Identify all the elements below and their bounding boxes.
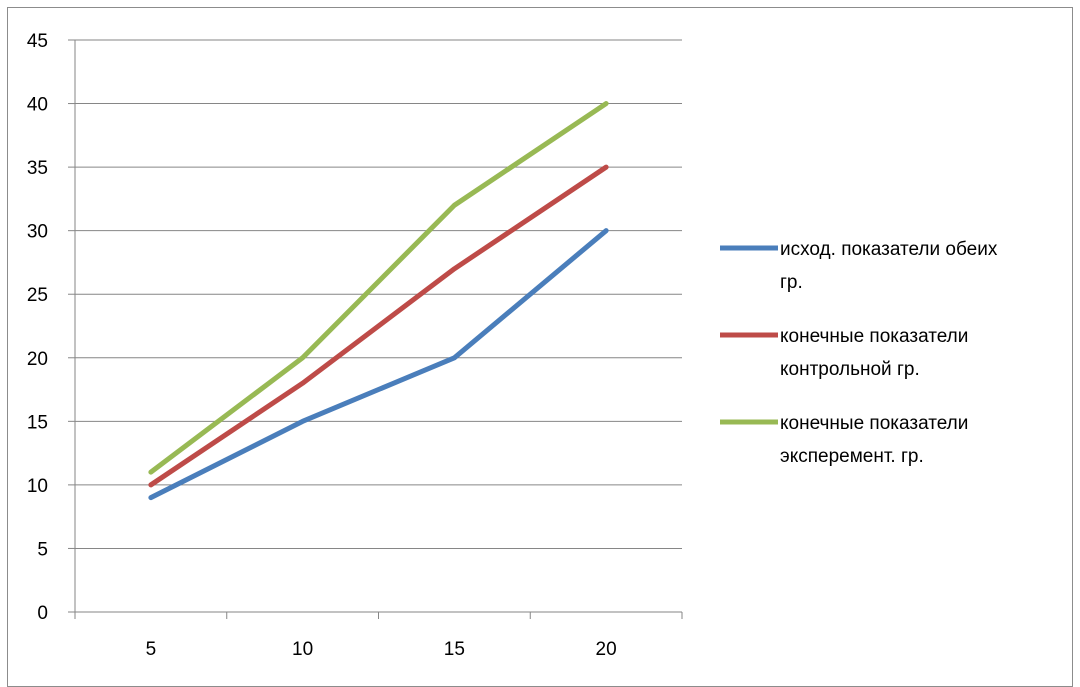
y-tick-label: 40	[27, 95, 48, 116]
x-tick-label: 10	[292, 639, 313, 660]
legend-label: контрольной гр.	[780, 359, 920, 380]
y-tick-label: 5	[37, 539, 48, 560]
x-tick-label: 20	[596, 639, 617, 660]
y-tick-label: 10	[27, 476, 48, 497]
legend-label: конечные показатели	[780, 413, 968, 434]
legend-label: исход. показатели обеих	[780, 239, 998, 260]
y-tick-label: 15	[27, 412, 48, 433]
series-line-1	[148, 228, 609, 501]
legend-label: конечные показатели	[780, 326, 968, 347]
y-tick-label: 0	[37, 603, 48, 624]
series-lines	[148, 101, 609, 501]
series-line-2	[148, 164, 609, 488]
y-tick-label: 35	[27, 158, 48, 179]
y-tick-label: 25	[27, 285, 48, 306]
y-tick-label: 30	[27, 222, 48, 243]
y-axis-ticks: 0 5 10 15 20 25 30 35 40 45	[27, 31, 75, 624]
chart-frame	[7, 7, 1073, 687]
x-tick-label: 5	[146, 639, 157, 660]
legend-label: эксперемент. гр.	[780, 446, 924, 467]
legend: исход. показатели обеих гр. конечные показ…	[720, 239, 998, 467]
y-tick-label: 20	[27, 349, 48, 370]
legend-label: гр.	[780, 272, 803, 293]
series-line-3	[148, 101, 609, 475]
x-tick-label: 15	[444, 639, 465, 660]
x-axis-ticks: 5 10 15 20	[74, 612, 683, 660]
y-tick-label: 45	[27, 31, 48, 52]
